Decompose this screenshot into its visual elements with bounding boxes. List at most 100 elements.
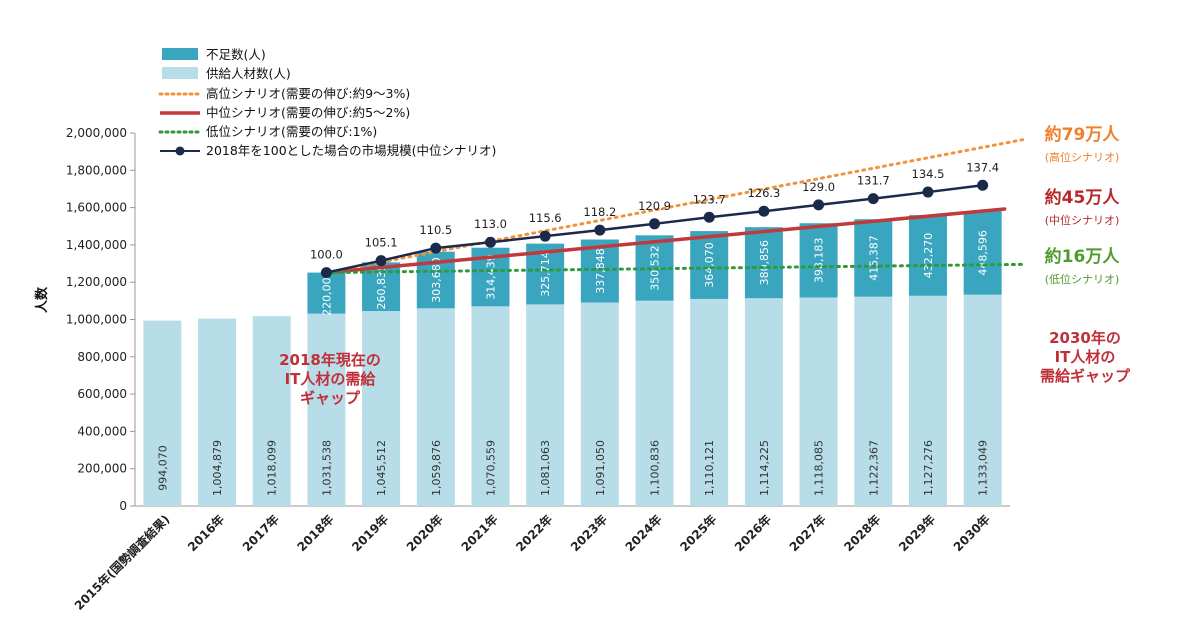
supply-bar — [416, 308, 455, 506]
legend-label-high: 高位シナリオ(需要の伸び:約9～3%) — [206, 86, 410, 101]
index-point — [867, 193, 879, 205]
supply-value-label: 1,031,538 — [320, 440, 333, 496]
y-tick-label: 200,000 — [77, 462, 127, 476]
index-value-label: 126.3 — [747, 186, 780, 200]
supply-bar — [580, 302, 619, 506]
y-tick-label: 600,000 — [77, 387, 127, 401]
legend-swatch-shortage — [162, 48, 198, 60]
index-point — [430, 242, 442, 254]
shortage-value-label: 337,848 — [594, 248, 607, 294]
index-value-label: 123.7 — [693, 192, 726, 206]
y-tick-label: 2,000,000 — [66, 126, 127, 140]
supply-value-label: 1,118,085 — [813, 440, 826, 496]
shortage-value-label: 448,596 — [977, 230, 990, 276]
shortage-value-label: 260,835 — [375, 264, 388, 310]
shortage-bar — [908, 215, 947, 296]
shortage-value-label: 398,183 — [813, 238, 826, 284]
x-tick-label: 2015年(国勢調査結果) — [71, 512, 172, 613]
x-tick-label: 2025年 — [677, 512, 720, 555]
supply-value-label: 1,110,121 — [703, 440, 716, 496]
index-point — [594, 224, 606, 236]
supply-bar — [635, 300, 674, 506]
y-tick-label: 800,000 — [77, 350, 127, 364]
legend: 不足数(人) 供給人材数(人) 高位シナリオ(需要の伸び:約9～3%) 中位シナ… — [158, 47, 496, 158]
plot-area: 0 200,000 400,000 600,000 800,000 1,000,000 1,… — [66, 126, 1025, 613]
legend-marker-index — [175, 146, 185, 156]
index-point — [813, 199, 825, 211]
x-tick-label: 2030年 — [950, 512, 993, 555]
index-point — [375, 255, 387, 267]
shortage-bar — [963, 211, 1002, 295]
legend-label-supply: 供給人材数(人) — [206, 66, 291, 81]
x-tick-label: 2024年 — [622, 512, 665, 555]
index-value-label: 118.2 — [583, 205, 616, 219]
supply-value-label: 1,018,099 — [266, 440, 279, 496]
shortage-value-label: 380,856 — [758, 240, 771, 286]
gap-note-2018: ギャップ — [300, 389, 361, 407]
index-point — [922, 186, 934, 198]
supply-bar — [307, 313, 346, 506]
x-tick-label: 2023年 — [567, 512, 610, 555]
scenario-line-mid — [324, 207, 1007, 275]
supply-bar — [143, 320, 182, 506]
scenario-line-low — [324, 262, 1025, 275]
scenario-line-high — [324, 138, 1025, 275]
annotation-scenario: (中位シナリオ) — [1045, 213, 1120, 227]
y-tick-label: 1,400,000 — [66, 238, 127, 252]
legend-label-shortage: 不足数(人) — [206, 47, 266, 62]
supply-value-label: 1,127,276 — [922, 440, 935, 496]
index-point — [758, 205, 770, 217]
index-point — [649, 218, 661, 230]
index-point — [539, 230, 551, 242]
y-tick-label: 1,600,000 — [66, 201, 127, 215]
annotation-amount: 約45万人 — [1045, 187, 1121, 208]
shortage-value-label: 303,680 — [430, 257, 443, 303]
x-tick-label: 2027年 — [786, 512, 829, 555]
y-tick-label: 1,200,000 — [66, 275, 127, 289]
supply-value-label: 1,070,559 — [484, 440, 497, 496]
y-tick-label: 1,800,000 — [66, 163, 127, 177]
shortage-bar — [854, 219, 893, 297]
x-tick-label: 2028年 — [841, 512, 884, 555]
legend-label-index: 2018年を100とした場合の市場規模(中位シナリオ) — [206, 143, 496, 158]
gap-note-2030: 2030年の — [1049, 329, 1121, 347]
index-value-label: 131.7 — [857, 174, 890, 188]
index-point — [484, 236, 496, 248]
shortage-bar — [799, 223, 838, 298]
x-tick-label: 2022年 — [513, 512, 556, 555]
scenario-annotations: 約79万人 (高位シナリオ) 約45万人 (中位シナリオ) 約16万人 (低位シナリオ) — [1045, 124, 1121, 286]
supply-bar — [198, 318, 237, 506]
supply-bar — [471, 306, 510, 506]
x-tick-label: 2021年 — [458, 512, 501, 555]
supply-value-label: 1,114,225 — [758, 440, 771, 496]
supply-value-label: 1,004,879 — [211, 440, 224, 496]
legend-label-low: 低位シナリオ(需要の伸び:1%) — [206, 124, 377, 139]
shortage-bar — [580, 239, 619, 303]
x-tick-label: 2026年 — [731, 512, 774, 555]
x-tick-label: 2016年 — [184, 512, 227, 555]
shortage-bar — [307, 272, 346, 314]
supply-bar — [854, 296, 893, 506]
supply-bar — [963, 294, 1002, 506]
y-tick-label: 400,000 — [77, 424, 127, 438]
legend-swatch-supply — [162, 67, 198, 79]
gap-note-2030: 需給ギャップ — [1040, 367, 1131, 385]
shortage-value-label: 314,439 — [484, 254, 497, 300]
index-value-label: 113.0 — [474, 217, 507, 231]
y-tick-label: 0 — [119, 499, 127, 513]
index-value-label: 134.5 — [912, 167, 945, 181]
shortage-bar — [744, 227, 783, 299]
index-value-label: 129.0 — [802, 180, 835, 194]
supply-bar — [908, 295, 947, 506]
x-tick-label: 2020年 — [403, 512, 446, 555]
index-value-label: 105.1 — [365, 236, 398, 250]
x-tick-label: 2018年 — [294, 512, 337, 555]
gap-note-2018: 2018年現在の — [279, 351, 381, 369]
supply-value-label: 1,091,050 — [594, 440, 607, 496]
shortage-bar — [362, 262, 401, 312]
legend-label-mid: 中位シナリオ(需要の伸び:約5～2%) — [206, 105, 410, 120]
shortage-value-label: 220,000 — [320, 270, 333, 316]
index-point — [703, 211, 715, 223]
